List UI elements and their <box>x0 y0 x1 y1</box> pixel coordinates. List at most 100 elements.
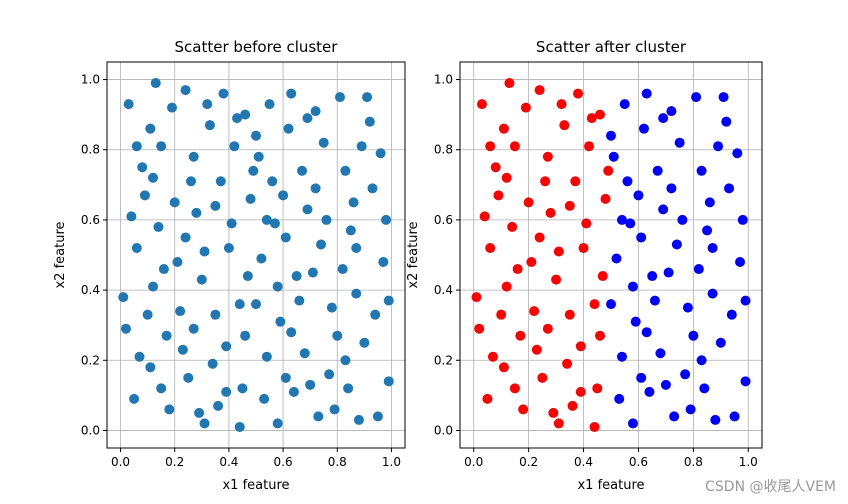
data-point <box>644 386 655 397</box>
data-point <box>504 78 515 89</box>
data-point <box>334 92 345 103</box>
data-point <box>275 316 286 327</box>
data-point <box>207 358 218 369</box>
data-point <box>337 264 348 275</box>
data-point <box>622 176 633 187</box>
data-point <box>548 407 559 418</box>
data-point <box>693 264 704 275</box>
data-point <box>177 344 188 355</box>
data-point <box>321 214 332 225</box>
data-point <box>307 267 318 278</box>
data-point <box>343 383 354 394</box>
data-point <box>351 242 362 253</box>
data-point <box>647 271 658 282</box>
data-point <box>213 400 224 411</box>
data-point <box>229 141 240 152</box>
data-point <box>616 214 627 225</box>
data-point <box>367 183 378 194</box>
data-point <box>158 264 169 275</box>
data-point <box>595 330 606 341</box>
data-point <box>713 141 724 152</box>
data-point <box>194 407 205 418</box>
data-point <box>704 197 715 208</box>
data-point <box>340 355 351 366</box>
data-point <box>223 242 234 253</box>
data-point <box>487 351 498 362</box>
data-point <box>253 151 264 162</box>
data-point <box>221 341 232 352</box>
x-tick-label: 1.0 <box>382 455 401 469</box>
data-point <box>142 309 153 320</box>
data-point <box>185 176 196 187</box>
data-point <box>251 299 261 310</box>
data-point <box>245 193 256 204</box>
data-point <box>269 218 280 229</box>
data-point <box>218 88 229 99</box>
data-point <box>564 309 575 320</box>
data-point <box>378 257 389 268</box>
data-point <box>362 92 373 103</box>
data-point <box>302 204 313 215</box>
data-point <box>498 362 509 373</box>
x-tick-label: 0.4 <box>574 455 593 469</box>
data-point <box>161 330 172 341</box>
data-point <box>261 214 272 225</box>
data-point <box>707 288 718 299</box>
data-point <box>658 113 669 124</box>
data-point <box>545 207 556 218</box>
data-point <box>611 253 622 264</box>
data-point <box>666 183 677 194</box>
data-point <box>735 257 746 268</box>
data-point <box>131 242 142 253</box>
data-point <box>699 383 710 394</box>
data-point <box>608 151 619 162</box>
y-tick-label: 0.2 <box>81 353 100 367</box>
data-point <box>305 379 316 390</box>
data-point <box>542 323 553 334</box>
data-point <box>636 372 647 383</box>
data-point <box>156 141 167 152</box>
data-point <box>512 264 523 275</box>
x-tick-label: 0.2 <box>519 455 538 469</box>
data-point <box>655 348 666 359</box>
data-point <box>291 271 302 282</box>
data-point <box>515 330 526 341</box>
data-point <box>641 88 652 99</box>
data-point <box>134 351 145 362</box>
data-point <box>589 299 600 310</box>
data-point <box>156 383 167 394</box>
y-tick-label: 0.0 <box>434 423 453 437</box>
data-point <box>584 141 595 152</box>
data-point <box>570 176 581 187</box>
data-point <box>169 197 180 208</box>
data-point <box>234 299 245 310</box>
data-point <box>595 109 606 120</box>
y-tick-label: 0.4 <box>434 283 453 297</box>
data-point <box>509 383 520 394</box>
y-tick-label: 0.4 <box>81 283 100 297</box>
data-point <box>614 393 625 404</box>
data-point <box>353 414 364 425</box>
data-point <box>507 221 518 232</box>
y-tick-label: 0.6 <box>81 213 100 227</box>
data-point <box>531 344 542 355</box>
data-point <box>606 130 616 141</box>
x-tick-label: 0.6 <box>274 455 293 469</box>
data-point <box>351 288 362 299</box>
x-axis-label: x1 feature <box>577 478 644 493</box>
data-point <box>740 376 751 387</box>
data-point <box>724 183 735 194</box>
data-point <box>559 120 570 131</box>
data-point <box>493 190 504 201</box>
data-point <box>740 295 751 306</box>
data-point <box>633 190 644 201</box>
data-point <box>326 302 337 313</box>
data-point <box>370 309 381 320</box>
data-point <box>501 172 512 183</box>
data-point <box>556 99 567 110</box>
y-tick-label: 0.8 <box>434 143 453 157</box>
data-point <box>226 218 237 229</box>
x-tick-label: 0.8 <box>328 455 347 469</box>
data-point <box>737 214 748 225</box>
